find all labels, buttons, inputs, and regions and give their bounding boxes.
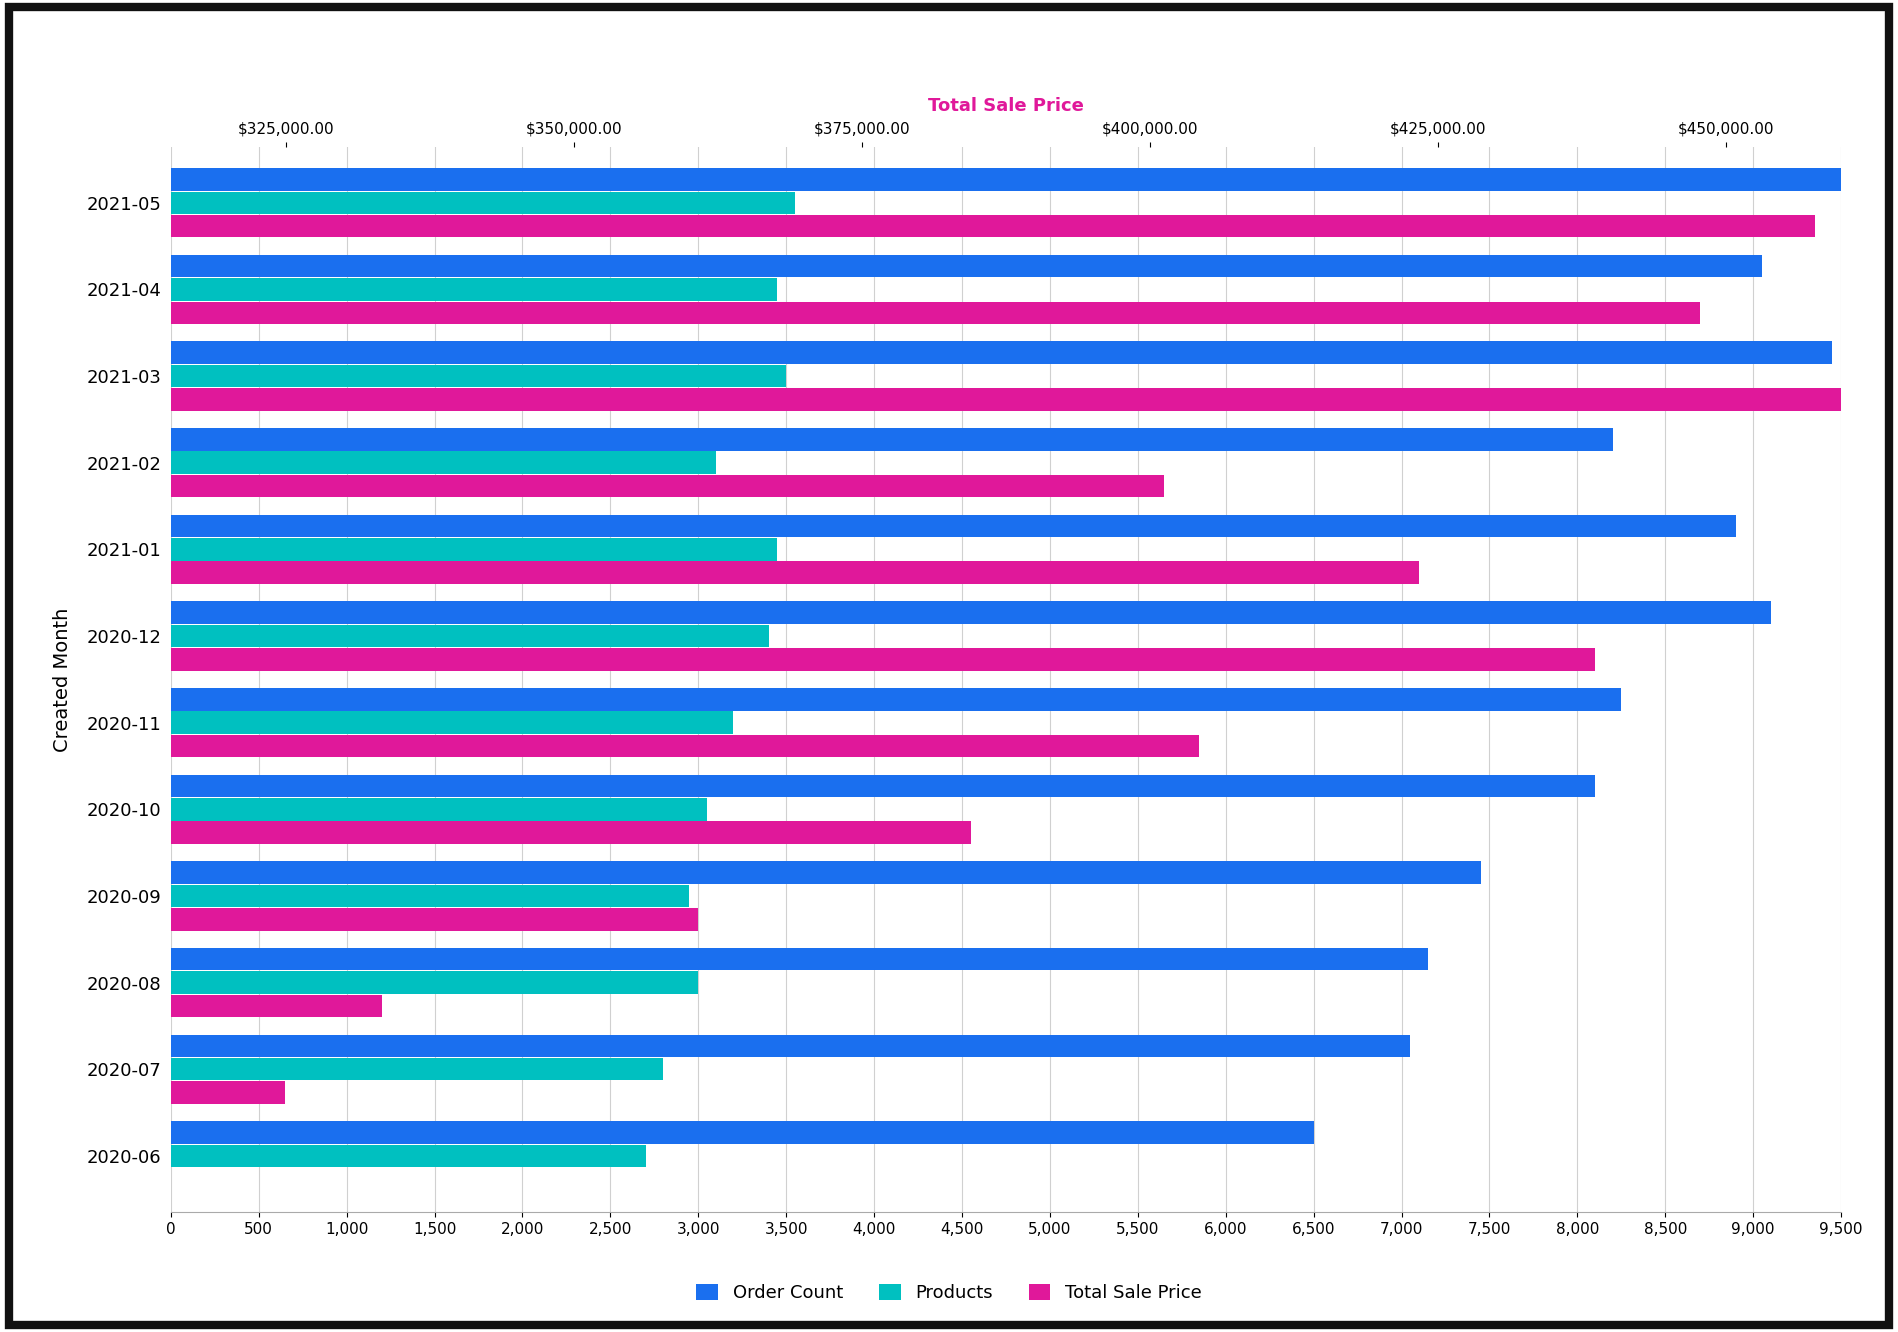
Bar	[171, 452, 716, 474]
Bar	[171, 862, 1480, 883]
Bar	[171, 562, 1420, 583]
Bar	[171, 388, 1858, 410]
Bar	[171, 278, 778, 301]
Bar	[171, 948, 1427, 971]
Bar	[171, 428, 1613, 450]
Bar	[171, 822, 970, 844]
Bar	[171, 735, 1200, 758]
Bar	[171, 476, 1163, 497]
Bar	[171, 1035, 1410, 1058]
Bar	[171, 1144, 645, 1167]
Bar	[171, 798, 708, 821]
Bar	[171, 775, 1594, 797]
Bar	[171, 1058, 662, 1080]
Bar	[171, 601, 1771, 623]
Bar	[171, 254, 1761, 277]
Bar	[171, 1082, 285, 1104]
Y-axis label: Created Month: Created Month	[53, 607, 72, 751]
Bar	[171, 538, 778, 561]
Bar	[171, 192, 795, 214]
Bar	[171, 625, 769, 647]
X-axis label: Total Sale Price: Total Sale Price	[928, 97, 1084, 115]
Bar	[171, 301, 1701, 324]
Bar	[171, 689, 1621, 710]
Bar	[171, 341, 1832, 364]
Bar	[171, 214, 1814, 237]
Bar	[171, 908, 698, 931]
Bar	[171, 514, 1735, 537]
Bar	[171, 971, 698, 994]
Bar	[171, 711, 733, 734]
Bar	[171, 168, 1841, 190]
Bar	[171, 884, 689, 907]
Bar	[171, 649, 1594, 670]
Legend: Order Count, Products, Total Sale Price: Order Count, Products, Total Sale Price	[689, 1277, 1209, 1309]
Bar	[171, 995, 381, 1018]
Bar	[171, 1122, 1313, 1144]
Bar	[171, 365, 786, 388]
